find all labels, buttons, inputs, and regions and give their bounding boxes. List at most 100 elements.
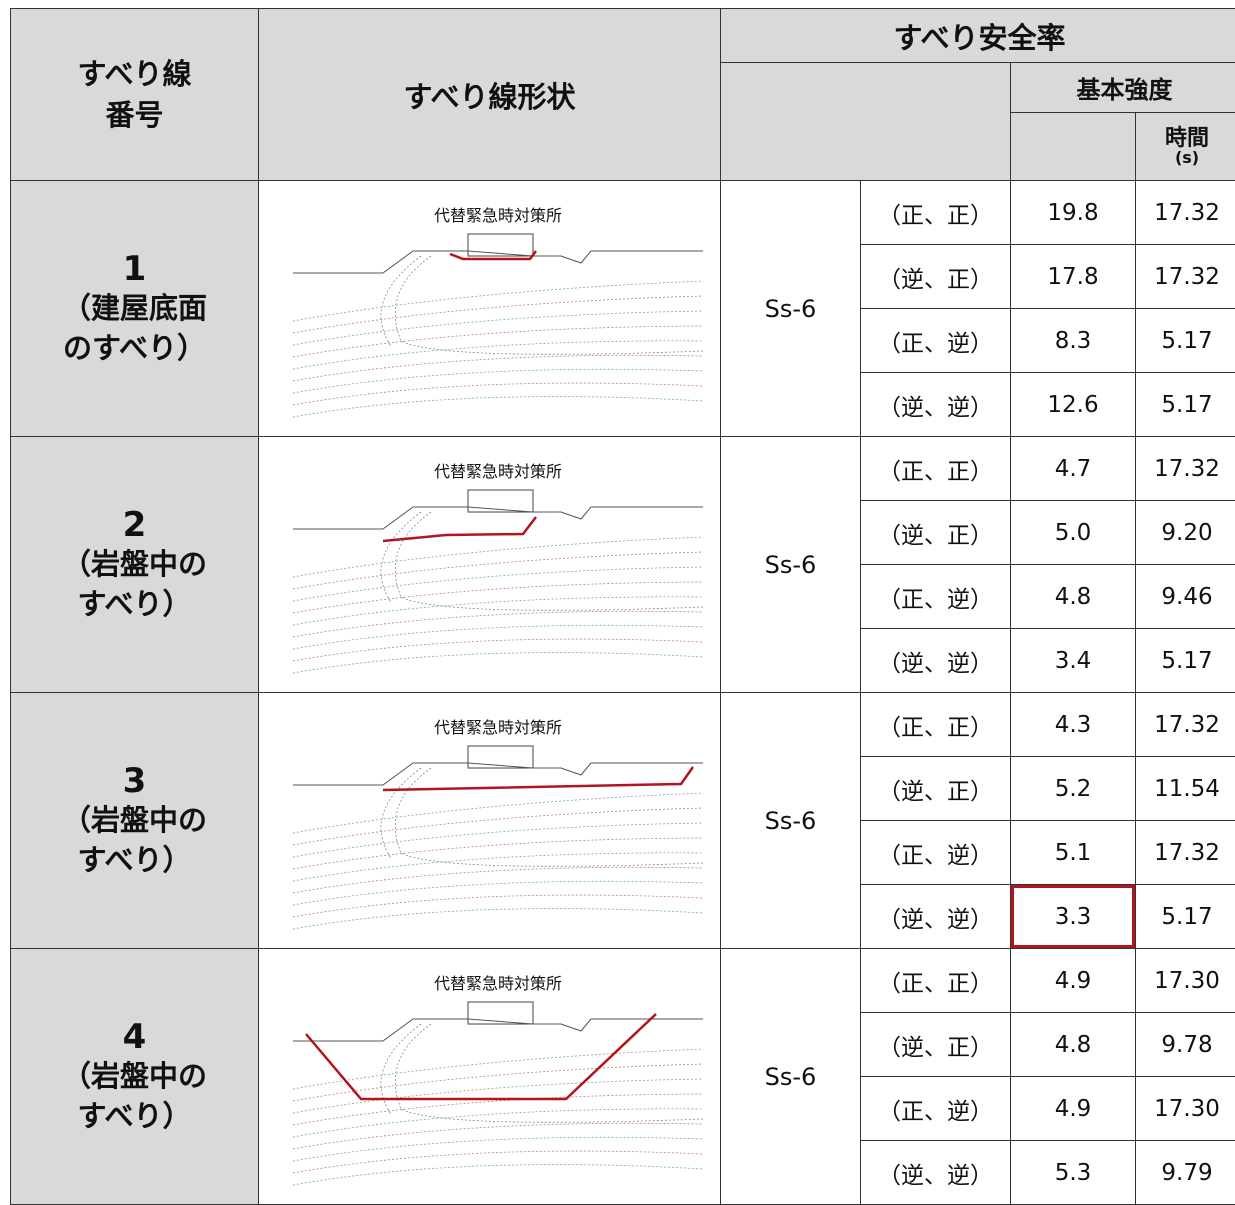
case-label: （逆、逆） <box>860 884 1011 949</box>
slip-description: （岩盤中のすべり） <box>61 547 207 621</box>
case-label: （正、正） <box>860 180 1011 245</box>
rock-layer <box>292 1063 703 1102</box>
header-unit: (s) <box>1174 147 1200 167</box>
case-label: （逆、正） <box>860 1012 1011 1077</box>
case-label: （正、逆） <box>860 1076 1011 1141</box>
safety-factor: 5.2 <box>1010 756 1136 821</box>
slip-description: （建屋底面のすべり） <box>61 291 207 365</box>
case-label: （正、逆） <box>860 820 1011 885</box>
table-row: 2 （岩盤中のすべり） 代替緊急時対策所 Ss-6 （正、正） 4.7 17.32 <box>10 436 1235 693</box>
number-cell: 3 （岩盤中のすべり） <box>10 692 259 949</box>
table-row: （逆、逆） 5.3 9.79 <box>11 1140 1235 1205</box>
rock-layer <box>292 1164 703 1186</box>
case-label: （逆、逆） <box>860 372 1011 437</box>
safety-factor: 17.8 <box>1010 244 1136 309</box>
safety-factor: 4.9 <box>1010 1076 1136 1141</box>
table-row: 3 （岩盤中のすべり） 代替緊急時対策所 Ss-6 （正、正） 4.3 17.32 <box>10 692 1235 949</box>
rock-layer <box>292 581 703 614</box>
slip-table: すべり線番号 すべり線形状 すべり安全率 基本強度 時間 (s) 1 （建屋底面のす… <box>10 8 1235 1205</box>
table-body: 1 （建屋底面のすべり） 代替緊急時対策所 Ss-6 （正、正） 19.8 17.32 （逆、… <box>10 180 1235 1205</box>
safety-factor: 4.3 <box>1010 692 1136 757</box>
table-row: （正、逆） 5.1 17.32 <box>11 820 1235 885</box>
slip-diagram: 代替緊急時対策所 <box>292 718 703 930</box>
slip-description: （岩盤中のすべり） <box>61 1059 207 1133</box>
ground-motion: Ss-6 <box>720 692 861 949</box>
building <box>467 489 533 513</box>
rock-layer <box>292 1136 703 1162</box>
rock-layer <box>292 807 703 846</box>
time-value: 17.32 <box>1134 692 1235 757</box>
table-row: （正、逆） 4.8 9.46 <box>11 564 1235 629</box>
rock-layer <box>292 894 703 918</box>
rock-layer <box>292 536 703 578</box>
slip-diagram: 代替緊急時対策所 <box>292 462 703 674</box>
slip-number: 4 <box>122 1017 147 1058</box>
fault-line <box>394 1023 703 1123</box>
ground-motion: Ss-6 <box>720 948 861 1205</box>
header-cell <box>1010 112 1136 181</box>
rock-layer <box>292 1078 703 1114</box>
time-value: 17.32 <box>1134 244 1235 309</box>
diagram-label: 代替緊急時対策所 <box>433 462 561 481</box>
time-value: 5.17 <box>1134 308 1235 373</box>
diagram-label: 代替緊急時対策所 <box>433 718 561 737</box>
rock-layer <box>292 624 703 650</box>
table-row: （逆、逆） 12.6 5.17 <box>11 372 1235 437</box>
safety-factor: 5.1 <box>1010 820 1136 885</box>
slip-number: 3 <box>122 761 147 802</box>
rock-layer <box>292 908 703 930</box>
time-value: 5.17 <box>1134 884 1235 949</box>
rock-layer <box>292 325 703 358</box>
header-cell <box>720 62 1011 181</box>
fault-line <box>394 255 703 355</box>
rock-layer <box>292 551 703 590</box>
fault-line <box>394 511 703 611</box>
time-value: 17.30 <box>1134 1076 1235 1141</box>
safety-factor: 4.8 <box>1010 564 1136 629</box>
rock-layer <box>292 566 703 602</box>
time-value: 9.78 <box>1134 1012 1235 1077</box>
rock-layer <box>292 368 703 394</box>
time-value: 17.30 <box>1134 948 1235 1013</box>
ground-motion: Ss-6 <box>720 436 861 693</box>
header-text: すべり線形状 <box>403 79 576 114</box>
safety-factor: 3.3 <box>1010 884 1136 949</box>
table-row: 4 （岩盤中のすべり） 代替緊急時対策所 Ss-6 （正、正） 4.9 17.30 <box>10 948 1235 1205</box>
slip-line <box>382 516 537 543</box>
slip-diagram: 代替緊急時対策所 <box>292 206 703 418</box>
diagram-label: 代替緊急時対策所 <box>433 974 561 993</box>
rock-layer <box>292 382 703 406</box>
slip-description: （岩盤中のすべり） <box>61 803 207 877</box>
time-value: 9.79 <box>1134 1140 1235 1205</box>
case-label: （正、正） <box>860 692 1011 757</box>
safety-factor: 5.0 <box>1010 500 1136 565</box>
header-text: 基本強度 <box>1076 76 1173 104</box>
number-cell: 4 （岩盤中のすべり） <box>10 948 259 1205</box>
building <box>467 745 533 769</box>
rock-layer <box>292 1122 703 1150</box>
rock-layer <box>292 354 703 382</box>
rock-layer <box>292 866 703 894</box>
time-value: 5.17 <box>1134 372 1235 437</box>
number-cell: 1 （建屋底面のすべり） <box>10 180 259 437</box>
header-cell: すべり線番号 <box>10 8 259 181</box>
diagram-label: 代替緊急時対策所 <box>433 206 561 225</box>
rock-layer <box>292 280 703 322</box>
table-row: （逆、逆） 3.4 5.17 <box>11 628 1235 693</box>
table-row: （逆、逆） 3.3 5.17 <box>11 884 1235 949</box>
diagram-cell: 代替緊急時対策所 <box>258 436 721 693</box>
case-label: （正、正） <box>860 436 1011 501</box>
rock-layer <box>292 652 703 674</box>
rock-layer <box>292 310 703 346</box>
slip-number: 1 <box>122 249 147 290</box>
safety-factor: 4.7 <box>1010 436 1136 501</box>
building <box>467 1001 533 1025</box>
rock-layer <box>292 638 703 662</box>
table-wrap: すべり線番号 すべり線形状 すべり安全率 基本強度 時間 (s) 1 （建屋底面のす… <box>10 8 1235 1205</box>
header-text: すべり安全率 <box>893 20 1066 55</box>
diagram-cell: 代替緊急時対策所 <box>258 692 721 949</box>
case-label: （逆、逆） <box>860 1140 1011 1205</box>
case-label: （正、逆） <box>860 308 1011 373</box>
time-value: 17.32 <box>1134 180 1235 245</box>
case-label: （正、正） <box>860 948 1011 1013</box>
